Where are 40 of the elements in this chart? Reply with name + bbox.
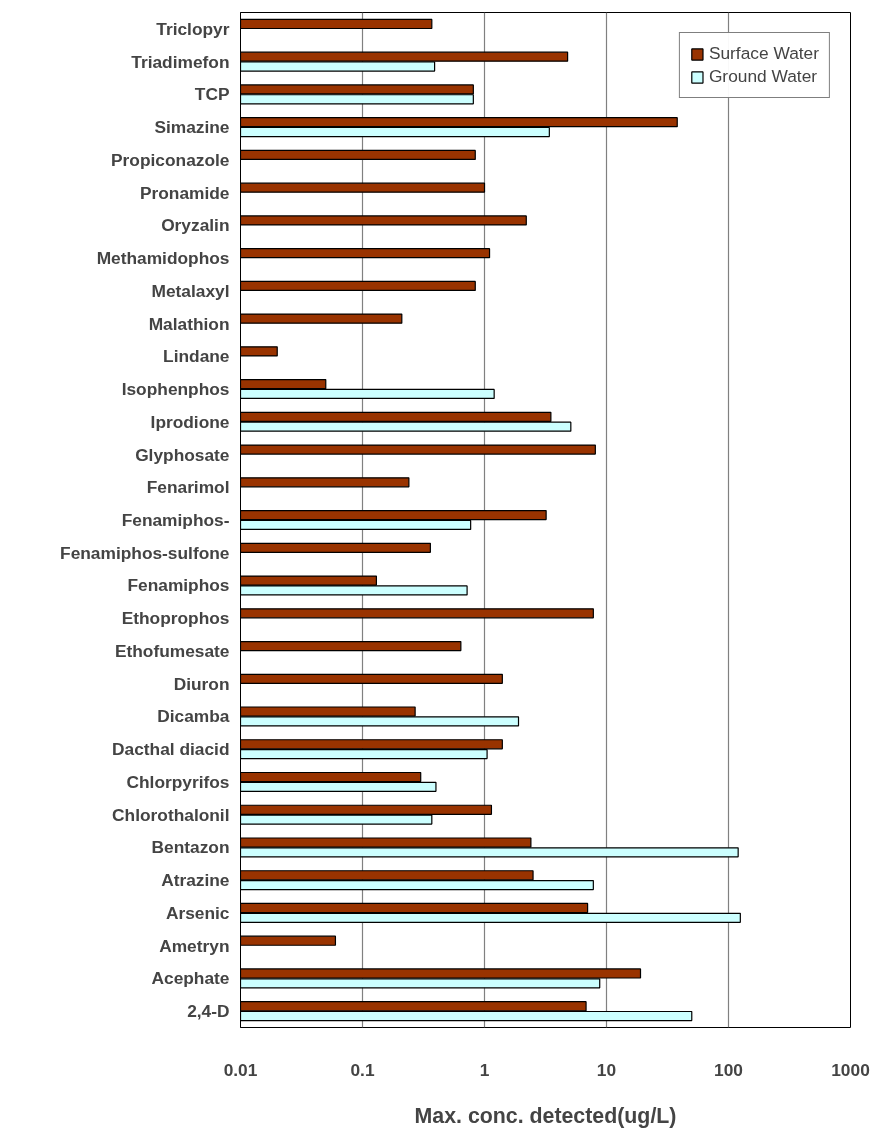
y-tick-label: Ethoprophos: [121, 608, 230, 629]
y-tick-label: Diuron: [173, 673, 230, 694]
y-tick-label: Fenamiphos-sulfone: [60, 542, 230, 563]
y-tick-label: Dicamba: [157, 706, 230, 727]
y-tick-label: Ethofumesate: [114, 640, 230, 661]
y-tick-label: Fenamiphos: [127, 575, 230, 596]
y-tick-label: Chlorothalonil: [112, 804, 230, 825]
y-tick-label: Simazine: [154, 117, 230, 138]
y-tick-label: Fenamiphos-: [121, 510, 230, 530]
x-tick-label: 100: [714, 1059, 743, 1080]
y-tick-label: 2,4-D: [187, 1001, 230, 1022]
legend-label: Surface Water: [708, 43, 819, 64]
y-tick-label: Iprodione: [150, 411, 230, 432]
y-tick-label: Glyphosate: [135, 444, 230, 465]
y-tick-label: Methamidophos: [96, 248, 230, 269]
y-tick-label: Lindane: [163, 346, 230, 367]
x-tick-label: 10: [596, 1059, 617, 1080]
y-tick-label: Malathion: [148, 313, 230, 334]
y-tick-label: Acephate: [151, 968, 230, 989]
y-tick-label: Propiconazole: [111, 149, 230, 170]
y-tick-label: Bentazon: [151, 837, 230, 858]
y-tick-label: Metalaxyl: [151, 280, 230, 301]
y-tick-label: Pronamide: [139, 182, 230, 203]
y-tick-label: TCP: [194, 84, 230, 105]
x-tick-label: 1000: [831, 1059, 870, 1080]
y-tick-label: Atrazine: [161, 870, 230, 891]
y-tick-label: Ametryn: [159, 935, 230, 956]
x-tick-label: 0.1: [350, 1059, 375, 1080]
x-tick-label: 0.01: [223, 1059, 258, 1080]
y-tick-label: Chlorpyrifos: [126, 771, 230, 792]
y-tick-label: Fenarimol: [146, 477, 230, 498]
y-tick-label: Oryzalin: [161, 215, 230, 236]
x-axis-title: Max. conc. detected(ug/L): [414, 1103, 677, 1128]
y-tick-label: Isophenphos: [121, 379, 230, 400]
x-tick-label: 1: [479, 1059, 490, 1080]
y-tick-label: Triclopyr: [156, 18, 230, 39]
y-tick-label: Triadimefon: [131, 51, 230, 72]
y-tick-label: Arsenic: [165, 902, 230, 923]
legend-label: Ground Water: [708, 66, 818, 87]
y-tick-label: Dacthal diacid: [112, 739, 230, 760]
